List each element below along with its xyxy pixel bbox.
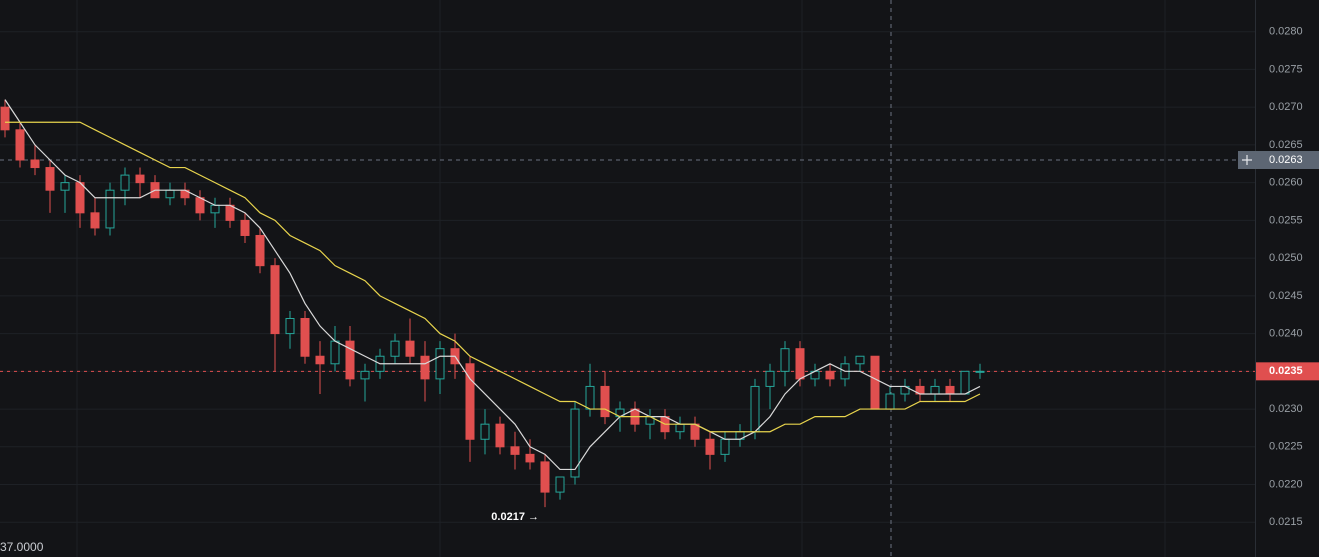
candle-body bbox=[975, 370, 985, 373]
candle-body bbox=[510, 446, 520, 455]
candle-body bbox=[330, 340, 340, 365]
candle-body bbox=[255, 234, 265, 267]
candle-body bbox=[585, 385, 595, 410]
candle-body bbox=[210, 204, 220, 214]
candle-body bbox=[240, 219, 250, 236]
candle-body bbox=[555, 476, 565, 493]
candle-body bbox=[855, 355, 865, 365]
candle-body bbox=[45, 167, 55, 191]
candle-body bbox=[690, 423, 700, 440]
candle-body bbox=[300, 318, 310, 357]
price-label: 0.0235 bbox=[1269, 365, 1303, 377]
y-tick-label: 0.0255 bbox=[1269, 214, 1303, 226]
candle-body bbox=[825, 370, 835, 380]
candle-body bbox=[885, 393, 895, 410]
candle-body bbox=[420, 355, 430, 380]
price-tag bbox=[1256, 362, 1319, 381]
y-tick-label: 0.0275 bbox=[1269, 63, 1303, 75]
volume-label: 37.0000 bbox=[0, 540, 44, 554]
candle-body bbox=[750, 385, 760, 433]
candle-body bbox=[75, 182, 85, 214]
candle-body bbox=[120, 174, 130, 191]
candle-body bbox=[705, 438, 715, 455]
y-tick-label: 0.0270 bbox=[1269, 101, 1303, 113]
candle-body bbox=[435, 348, 445, 380]
candle-body bbox=[945, 385, 955, 395]
crosshair-plus bbox=[1242, 155, 1252, 166]
candle-body bbox=[960, 370, 970, 395]
candle-body bbox=[600, 385, 610, 418]
candle-body bbox=[270, 265, 280, 335]
candle-body bbox=[540, 461, 550, 493]
candle-body bbox=[930, 385, 940, 395]
candle-body bbox=[225, 204, 235, 221]
candle-body bbox=[0, 106, 10, 131]
candle-body bbox=[675, 423, 685, 433]
y-tick-label: 0.0245 bbox=[1269, 290, 1303, 302]
candle-body bbox=[90, 212, 100, 229]
candle-body bbox=[165, 189, 175, 199]
moving-average bbox=[4, 99, 981, 471]
candle-body bbox=[765, 370, 775, 387]
candle-body bbox=[135, 174, 145, 184]
moving-average bbox=[5, 121, 981, 433]
candle-body bbox=[60, 182, 70, 191]
candle-body bbox=[315, 355, 325, 365]
candle-body bbox=[570, 408, 580, 478]
y-tick-label: 0.0220 bbox=[1269, 478, 1303, 490]
candle-body bbox=[360, 370, 370, 380]
candle-body bbox=[495, 423, 505, 448]
candle-body bbox=[345, 340, 355, 380]
candle-body bbox=[480, 423, 490, 440]
low-marker: 0.0217 → bbox=[491, 511, 539, 523]
y-tick-label: 0.0225 bbox=[1269, 441, 1303, 453]
candle-body bbox=[195, 197, 205, 214]
crosshair-label: 0.0263 bbox=[1269, 154, 1303, 166]
y-tick-label: 0.0260 bbox=[1269, 177, 1303, 189]
candle-body bbox=[30, 159, 40, 169]
y-tick-label: 0.0240 bbox=[1269, 328, 1303, 340]
candle-body bbox=[105, 189, 115, 229]
y-tick-label: 0.0280 bbox=[1269, 26, 1303, 38]
y-tick-label: 0.0265 bbox=[1269, 139, 1303, 151]
y-tick-label: 0.0215 bbox=[1269, 516, 1303, 528]
candle-body bbox=[720, 438, 730, 455]
candle-body bbox=[795, 348, 805, 380]
y-tick-label: 0.0230 bbox=[1269, 403, 1303, 415]
crosshair-tag bbox=[1256, 151, 1319, 170]
y-tick-label: 0.0250 bbox=[1269, 252, 1303, 264]
candle-body bbox=[15, 129, 25, 161]
candle-body bbox=[870, 355, 880, 410]
candle-body bbox=[285, 318, 295, 335]
candle-body bbox=[405, 340, 415, 357]
candle-body bbox=[525, 453, 535, 463]
candle-body bbox=[465, 363, 475, 440]
candle-body bbox=[780, 348, 790, 372]
candle-body bbox=[390, 340, 400, 357]
